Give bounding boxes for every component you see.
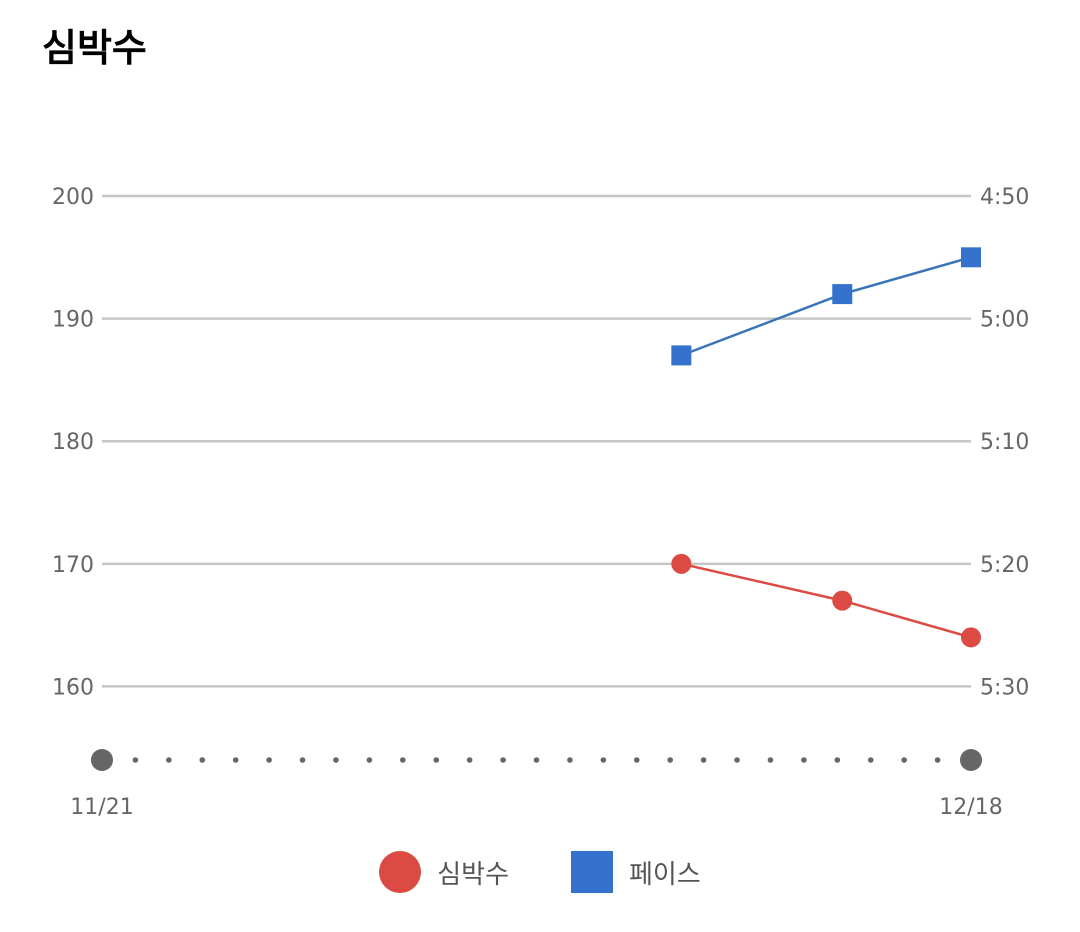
- data-point: [961, 627, 981, 648]
- axis-dot: [700, 757, 707, 763]
- right-tick-label: 5:10: [980, 430, 1029, 455]
- legend-circle-icon: [379, 851, 422, 893]
- x-axis-end-marker: [960, 749, 982, 771]
- left-tick-label: 170: [52, 553, 94, 578]
- axis-dot: [734, 757, 740, 763]
- left-tick-label: 180: [52, 430, 94, 455]
- axis-dot: [834, 757, 841, 763]
- axis-dot: [299, 757, 306, 763]
- axis-dot: [433, 757, 440, 763]
- x-tick-label: 11/21: [70, 795, 133, 820]
- axis-dot: [533, 757, 540, 763]
- series-line: [680, 256, 972, 357]
- left-axis-ticks: 200 190 180 170 160: [52, 185, 94, 700]
- right-tick-label: 4:50: [980, 185, 1029, 210]
- left-tick-label: 190: [52, 308, 94, 333]
- axis-dot: [266, 757, 272, 763]
- x-axis-start-marker: [91, 749, 113, 771]
- right-axis-ticks: 4:50 5:00 5:10 5:20 5:30: [980, 185, 1029, 700]
- legend-square-icon: [571, 851, 613, 893]
- axis-dot: [400, 757, 406, 763]
- data-point: [832, 590, 853, 611]
- axis-dot: [199, 757, 206, 763]
- axis-dot: [633, 757, 640, 763]
- legend-item-pace[interactable]: 페이스: [571, 851, 701, 893]
- axis-dot: [567, 757, 573, 763]
- axis-dot: [232, 757, 239, 763]
- axis-dot: [166, 757, 172, 763]
- axis-dot: [500, 757, 506, 763]
- left-tick-label: 200: [52, 185, 94, 210]
- axis-dot: [667, 757, 673, 763]
- legend: 심박수 페이스: [0, 846, 1080, 898]
- legend-item-heart-rate[interactable]: 심박수: [379, 851, 509, 893]
- axis-dot: [901, 757, 907, 763]
- axis-dot: [767, 757, 774, 763]
- data-point: [671, 553, 692, 574]
- x-axis: 11/21 12/18: [70, 749, 1003, 820]
- series-pace: [671, 247, 981, 366]
- axis-dot: [600, 757, 607, 763]
- data-point: [961, 247, 981, 268]
- right-tick-label: 5:00: [980, 308, 1029, 333]
- legend-label: 페이스: [629, 859, 701, 890]
- data-point: [832, 284, 853, 305]
- series-line: [681, 562, 972, 639]
- axis-dot: [466, 757, 473, 763]
- grid-lines: [102, 194, 971, 688]
- legend-label: 심박수: [437, 859, 509, 890]
- axis-dot: [801, 757, 807, 763]
- right-tick-label: 5:20: [980, 553, 1029, 578]
- axis-dot: [132, 757, 139, 763]
- page-title: 심박수: [42, 26, 147, 70]
- data-point: [671, 345, 692, 366]
- series-heart-rate: [671, 553, 981, 648]
- series: [671, 247, 981, 648]
- left-tick-label: 160: [52, 675, 94, 700]
- axis-dot: [934, 757, 941, 763]
- x-tick-label: 12/18: [939, 795, 1002, 820]
- axis-dot: [867, 757, 874, 763]
- right-tick-label: 5:30: [980, 675, 1029, 700]
- axis-dot: [333, 757, 339, 763]
- axis-dot: [366, 757, 373, 763]
